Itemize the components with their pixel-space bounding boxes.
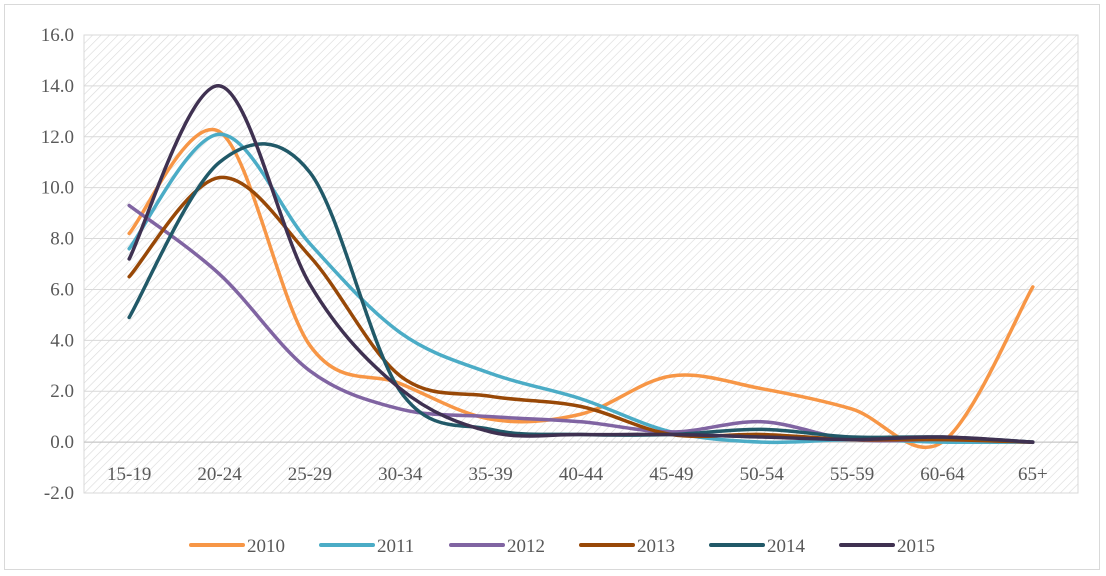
x-tick-label: 25-29: [288, 464, 332, 485]
y-tick-label: 0.0: [50, 432, 74, 453]
legend-item-2014: 2014: [709, 536, 806, 557]
y-tick-label: 2.0: [50, 381, 74, 402]
legend-item-2012: 2012: [449, 536, 545, 557]
x-tick-label: 35-39: [468, 464, 512, 485]
x-tick-label: 30-34: [378, 464, 423, 485]
x-tick-label: 40-44: [559, 464, 604, 485]
legend-item-2013: 2013: [579, 536, 675, 557]
legend-label: 2013: [637, 536, 675, 557]
x-tick-label: 20-24: [197, 464, 242, 485]
y-tick-label: 14.0: [41, 76, 74, 97]
legend-label: 2012: [507, 536, 545, 557]
legend: 2010 2011 2012 2013 2014 2015: [189, 536, 935, 557]
legend-label: 2011: [377, 536, 414, 557]
legend-item-2015: 2015: [839, 536, 935, 557]
gridlines: [84, 34, 1078, 494]
legend-label: 2014: [767, 536, 806, 557]
y-tick-label: -2.0: [44, 483, 74, 504]
y-tick-label: 10.0: [41, 178, 74, 199]
x-tick-label: 65+: [1018, 464, 1048, 485]
legend-item-2010: 2010: [189, 536, 285, 557]
legend-label: 2015: [897, 536, 935, 557]
x-tick-label: 55-59: [830, 464, 874, 485]
x-axis: 15-19 20-24 25-29 30-34 35-39 40-44 45-49 50-54…: [107, 464, 1048, 485]
x-tick-label: 15-19: [107, 464, 151, 485]
y-axis: -2.0 0.0 2.0 4.0 6.0 8.0 10.0 12.0 14.0 16.0: [41, 25, 74, 504]
y-tick-label: 6.0: [50, 279, 74, 300]
legend-item-2011: 2011: [319, 536, 414, 557]
series-line-2015: [127, 84, 1035, 444]
y-tick-label: 4.0: [50, 330, 74, 351]
x-tick-label: 60-64: [920, 464, 965, 485]
x-tick-label: 45-49: [649, 464, 693, 485]
y-tick-label: 8.0: [50, 229, 74, 250]
series-lines: [127, 84, 1035, 450]
legend-label: 2010: [247, 536, 285, 557]
y-tick-label: 12.0: [41, 127, 74, 148]
y-tick-label: 16.0: [41, 25, 74, 46]
plot-area: [83, 34, 1079, 494]
x-tick-label: 50-54: [740, 464, 785, 485]
